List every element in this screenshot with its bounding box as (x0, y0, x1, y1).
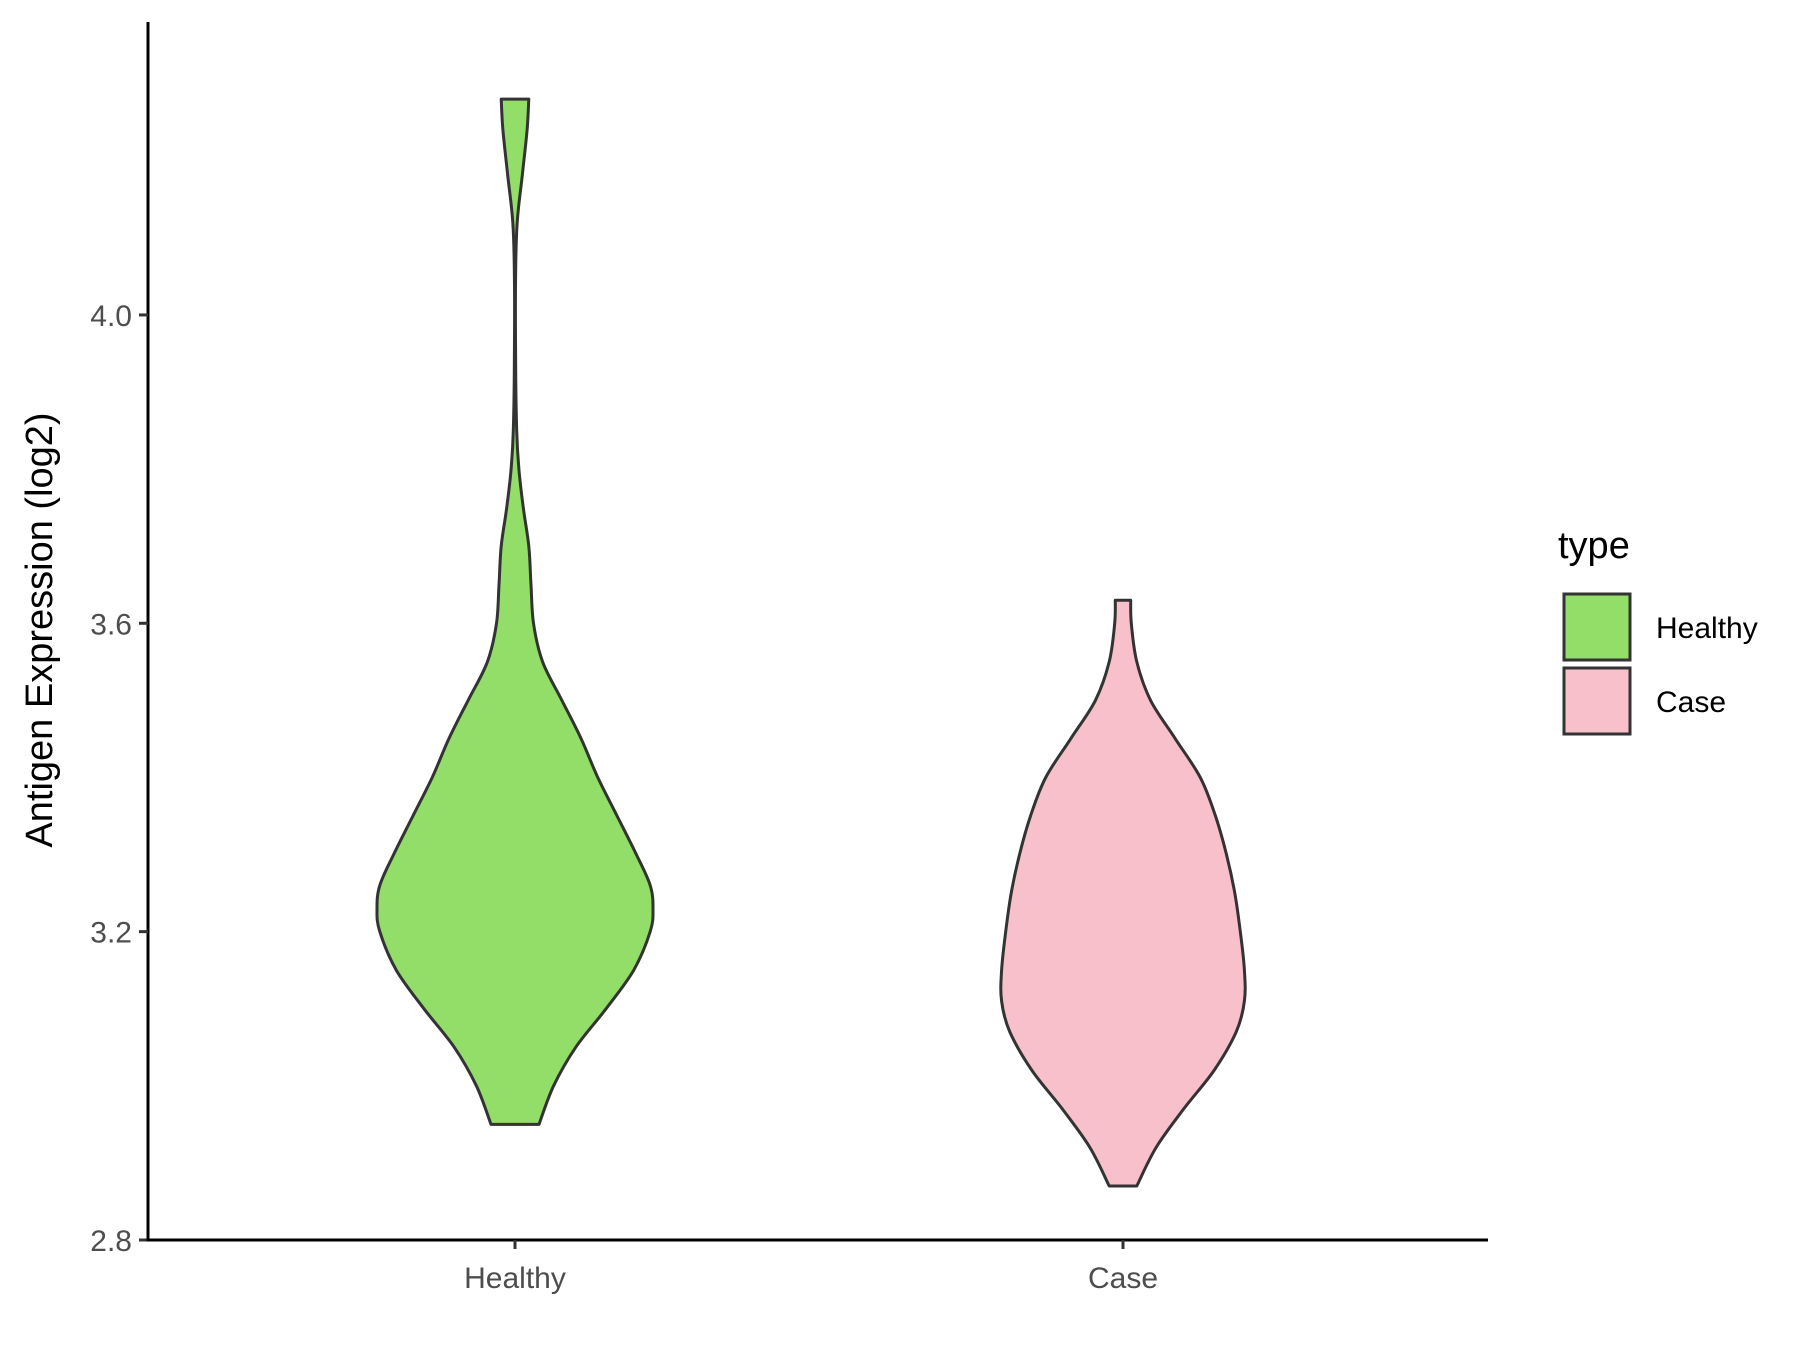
x-tick-label: Healthy (464, 1262, 566, 1295)
legend: type Healthy Case (1558, 525, 1758, 736)
y-tick-label: 4.0 (90, 300, 132, 333)
y-axis: 2.8 3.2 3.6 4.0 (90, 22, 150, 1258)
legend-label-case: Case (1656, 686, 1726, 719)
violin-case (999, 598, 1247, 1188)
violins-layer (375, 97, 1247, 1188)
y-tick-label: 3.2 (90, 917, 132, 950)
violin-healthy (375, 97, 655, 1126)
y-tick-label: 3.6 (90, 608, 132, 641)
x-tick-label: Case (1088, 1262, 1158, 1295)
legend-label-healthy: Healthy (1656, 612, 1758, 645)
legend-swatch-healthy (1562, 592, 1632, 662)
x-axis: Healthy Case (146, 1238, 1488, 1295)
legend-title: type (1558, 525, 1630, 567)
y-tick-label: 2.8 (90, 1225, 132, 1258)
y-axis-title: Antigen Expression (log2) (19, 412, 61, 847)
legend-swatch-case (1562, 666, 1632, 736)
